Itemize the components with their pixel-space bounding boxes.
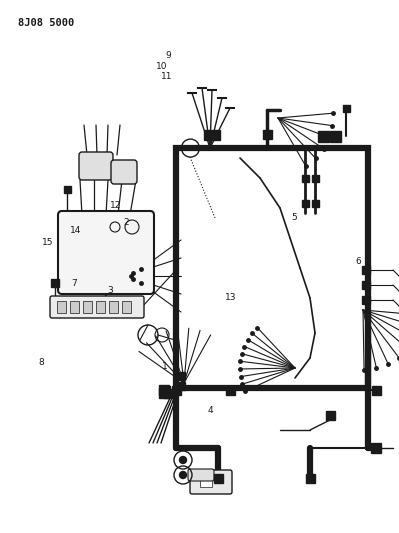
FancyBboxPatch shape (58, 211, 154, 294)
Bar (176, 148, 368, 388)
Text: 8: 8 (38, 358, 43, 367)
Bar (225, 385, 235, 394)
Bar (83, 301, 92, 313)
Bar (177, 382, 185, 390)
FancyBboxPatch shape (50, 296, 144, 318)
Bar (63, 185, 71, 192)
Text: 12: 12 (110, 201, 121, 209)
Text: 4: 4 (207, 406, 213, 415)
Bar (302, 199, 308, 206)
Text: 11: 11 (161, 72, 172, 81)
Bar (263, 130, 271, 139)
Bar (164, 389, 172, 398)
FancyBboxPatch shape (111, 160, 137, 184)
Bar (318, 131, 328, 141)
Bar (159, 385, 169, 395)
Bar (362, 266, 370, 274)
Bar (109, 301, 118, 313)
Text: 15: 15 (42, 238, 53, 247)
Text: 2: 2 (124, 219, 129, 227)
Bar (342, 104, 350, 111)
Bar (362, 296, 370, 304)
Text: 14: 14 (70, 226, 81, 235)
Bar (200, 477, 212, 487)
Circle shape (180, 456, 186, 464)
Bar (177, 372, 185, 380)
Bar (312, 174, 318, 182)
Text: 1: 1 (162, 362, 167, 371)
Text: 3: 3 (108, 286, 113, 295)
Bar (51, 279, 59, 287)
Text: 6: 6 (355, 257, 361, 265)
Circle shape (180, 472, 186, 479)
Text: 5: 5 (291, 213, 297, 222)
Bar (371, 385, 381, 394)
Bar (96, 301, 105, 313)
Bar (160, 386, 170, 396)
Text: 10: 10 (156, 62, 167, 70)
Bar (122, 301, 131, 313)
FancyBboxPatch shape (190, 470, 232, 494)
Text: 7: 7 (71, 279, 77, 288)
Text: 9: 9 (166, 51, 171, 60)
Bar (371, 443, 381, 453)
Bar (70, 301, 79, 313)
Bar (204, 130, 220, 140)
Bar (306, 473, 314, 482)
Text: 8J08 5000: 8J08 5000 (18, 18, 74, 28)
Text: 13: 13 (225, 293, 237, 302)
Bar (302, 174, 308, 182)
Bar (362, 281, 370, 289)
Bar (172, 385, 180, 394)
Bar (57, 301, 66, 313)
Bar (312, 199, 318, 206)
Bar (326, 410, 334, 419)
FancyBboxPatch shape (79, 152, 113, 180)
Bar (213, 473, 223, 482)
FancyBboxPatch shape (188, 469, 214, 481)
Bar (330, 131, 340, 141)
Bar (159, 388, 169, 398)
